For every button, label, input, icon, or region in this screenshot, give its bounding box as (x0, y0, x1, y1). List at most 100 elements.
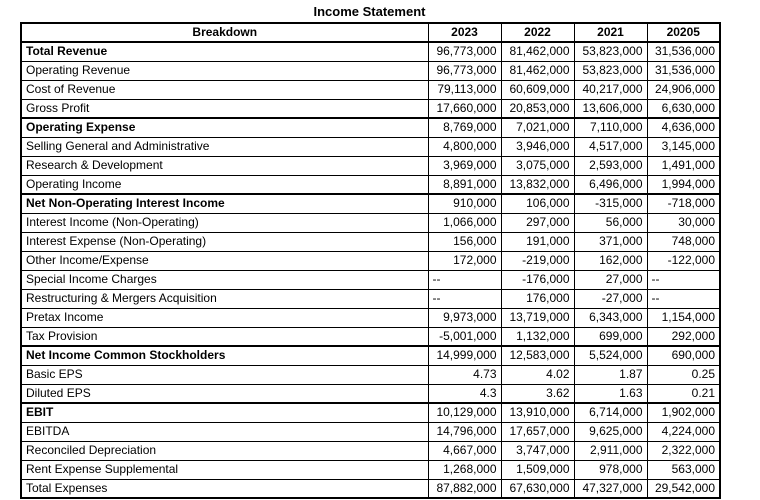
value-cell: 96,773,000 (427, 60, 502, 81)
value-cell: 30,000 (646, 212, 721, 233)
value-cell: 690,000 (646, 345, 721, 366)
value-cell: 1,509,000 (500, 459, 575, 480)
table-row: Other Income/Expense 172,000 -219,000 162,0… (20, 250, 721, 271)
value-cell: 13,606,000 (573, 98, 648, 119)
table-row: Tax Provision -5,001,000 1,132,000 699,000 2… (20, 326, 721, 347)
row-label-cell: Operating Expense (20, 117, 429, 138)
header-cell-year: 2021 (573, 22, 648, 43)
table-row: Interest Expense (Non-Operating) 156,000 1… (20, 231, 721, 252)
value-cell: 162,000 (573, 250, 648, 271)
table-row: Cost of Revenue 79,113,000 60,609,000 40,21… (20, 79, 721, 100)
value-cell: 6,630,000 (646, 98, 721, 119)
table-row: Net Non-Operating Interest Income 910,000… (20, 193, 721, 214)
value-cell: 31,536,000 (646, 60, 721, 81)
value-cell: 8,891,000 (427, 174, 502, 195)
value-cell: 9,973,000 (427, 307, 502, 328)
value-cell: 53,823,000 (573, 41, 648, 62)
value-cell: 14,796,000 (427, 421, 502, 442)
value-cell: 371,000 (573, 231, 648, 252)
value-cell: 47,327,000 (573, 478, 648, 499)
table-row: Diluted EPS 4.3 3.62 1.63 0.21 (20, 383, 721, 404)
table-row: Selling General and Administrative 4,800,… (20, 136, 721, 157)
value-cell: 297,000 (500, 212, 575, 233)
value-cell: 79,113,000 (427, 79, 502, 100)
value-cell: 6,343,000 (573, 307, 648, 328)
value-cell: -219,000 (500, 250, 575, 271)
value-cell: 2,593,000 (573, 155, 648, 176)
table-row: Special Income Charges -- -176,000 27,000 -- (20, 269, 721, 290)
value-cell: 176,000 (500, 288, 575, 309)
value-cell: -5,001,000 (427, 326, 502, 347)
value-cell: 1,491,000 (646, 155, 721, 176)
row-label-cell: Special Income Charges (20, 269, 429, 290)
table-row: Interest Income (Non-Operating) 1,066,000… (20, 212, 721, 233)
table-body: Total Revenue 96,773,000 81,462,000 53,823,… (20, 41, 721, 499)
value-cell: -122,000 (646, 250, 721, 271)
table-row: Basic EPS 4.73 4.02 1.87 0.25 (20, 364, 721, 385)
value-cell: 978,000 (573, 459, 648, 480)
value-cell: 1.87 (573, 364, 648, 385)
value-cell: 7,021,000 (500, 117, 575, 138)
value-cell: 563,000 (646, 459, 721, 480)
value-cell: -315,000 (573, 193, 648, 214)
table-row: Rent Expense Supplemental 1,268,000 1,509,… (20, 459, 721, 480)
row-label-cell: Research & Development (20, 155, 429, 176)
row-label-cell: Gross Profit (20, 98, 429, 119)
table-row: Operating Expense 8,769,000 7,021,000 7,110… (20, 117, 721, 138)
table-row: Reconciled Depreciation 4,667,000 3,747,00… (20, 440, 721, 461)
row-label-cell: Tax Provision (20, 326, 429, 347)
value-cell: 3,145,000 (646, 136, 721, 157)
value-cell: 31,536,000 (646, 41, 721, 62)
table-header: Breakdown 2023 2022 2021 20205 (20, 22, 721, 43)
table-row: Pretax Income 9,973,000 13,719,000 6,343,00… (20, 307, 721, 328)
value-cell: 81,462,000 (500, 41, 575, 62)
value-cell: 10,129,000 (427, 402, 502, 423)
value-cell: 2,322,000 (646, 440, 721, 461)
row-label-cell: Reconciled Depreciation (20, 440, 429, 461)
value-cell: 96,773,000 (427, 41, 502, 62)
header-cell-year: 20205 (646, 22, 721, 43)
value-cell: 1,902,000 (646, 402, 721, 423)
value-cell: 4,800,000 (427, 136, 502, 157)
value-cell: 1,154,000 (646, 307, 721, 328)
value-cell: 27,000 (573, 269, 648, 290)
row-label-cell: Pretax Income (20, 307, 429, 328)
table-row: Operating Revenue 96,773,000 81,462,000 53,… (20, 60, 721, 81)
value-cell: 67,630,000 (500, 478, 575, 499)
value-cell: 13,719,000 (500, 307, 575, 328)
value-cell: 1.63 (573, 383, 648, 404)
value-cell: 56,000 (573, 212, 648, 233)
value-cell: 81,462,000 (500, 60, 575, 81)
value-cell: -- (646, 288, 721, 309)
header-cell-breakdown: Breakdown (20, 22, 429, 43)
value-cell: 2,911,000 (573, 440, 648, 461)
value-cell: 910,000 (427, 193, 502, 214)
row-label-cell: Net Income Common Stockholders (20, 345, 429, 366)
header-cell-year: 2022 (500, 22, 575, 43)
value-cell: 4,667,000 (427, 440, 502, 461)
row-label-cell: EBITDA (20, 421, 429, 442)
value-cell: 3,075,000 (500, 155, 575, 176)
value-cell: 4.3 (427, 383, 502, 404)
value-cell: -- (646, 269, 721, 290)
value-cell: 24,906,000 (646, 79, 721, 100)
value-cell: 13,910,000 (500, 402, 575, 423)
row-label-cell: Other Income/Expense (20, 250, 429, 271)
value-cell: 53,823,000 (573, 60, 648, 81)
value-cell: 20,853,000 (500, 98, 575, 119)
table-row: EBIT 10,129,000 13,910,000 6,714,000 1,902,0… (20, 402, 721, 423)
value-cell: 87,882,000 (427, 478, 502, 499)
value-cell: 191,000 (500, 231, 575, 252)
value-cell: 60,609,000 (500, 79, 575, 100)
value-cell: 1,268,000 (427, 459, 502, 480)
value-cell: -176,000 (500, 269, 575, 290)
value-cell: 7,110,000 (573, 117, 648, 138)
value-cell: 13,832,000 (500, 174, 575, 195)
value-cell: 3,747,000 (500, 440, 575, 461)
row-label-cell: Total Expenses (20, 478, 429, 499)
value-cell: 12,583,000 (500, 345, 575, 366)
value-cell: 4,224,000 (646, 421, 721, 442)
value-cell: 6,496,000 (573, 174, 648, 195)
row-label-cell: Interest Income (Non-Operating) (20, 212, 429, 233)
